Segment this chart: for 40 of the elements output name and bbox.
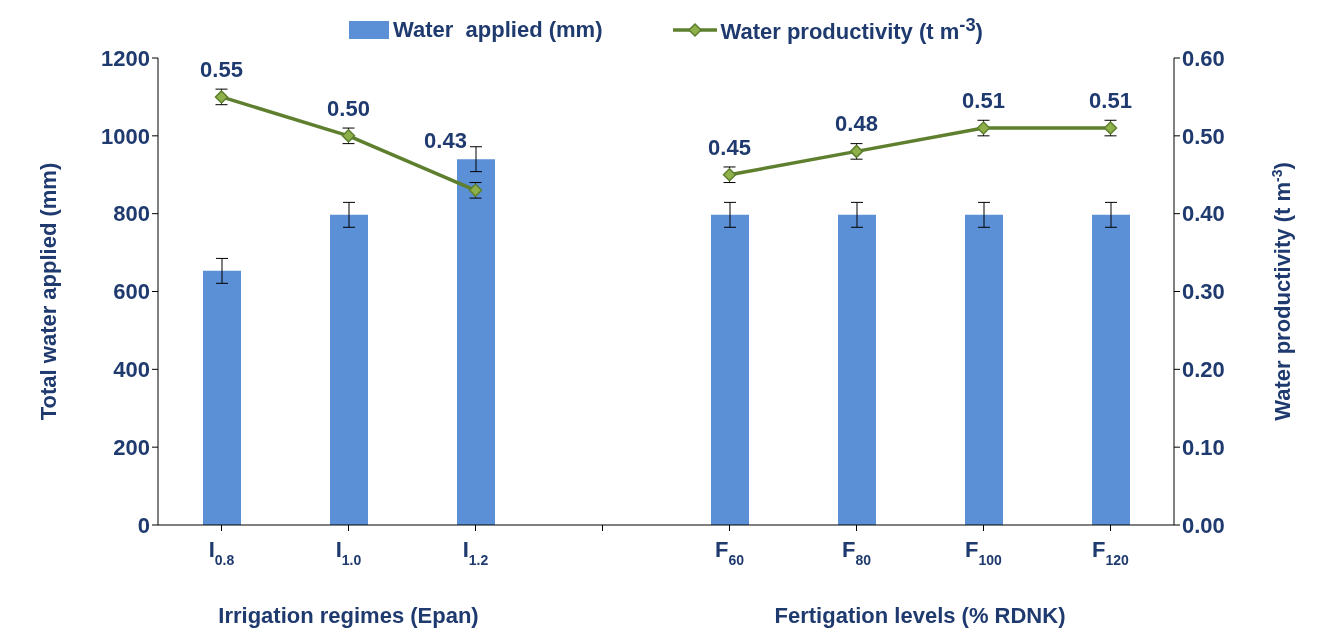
y-tick-label: 1000 — [101, 123, 150, 149]
y2-tick-label: 0.20 — [1182, 357, 1225, 383]
y2-tick-label: 0.50 — [1182, 123, 1225, 149]
x-tick-label: F$_{100}$ — [965, 537, 1003, 568]
bar — [1092, 214, 1130, 525]
x-tick-label: F$_{120}$ — [1092, 537, 1130, 568]
data-label: 0.55 — [200, 56, 243, 82]
bar — [711, 214, 749, 525]
data-label: 0.50 — [327, 95, 370, 121]
y-tick-label: 1200 — [101, 45, 150, 71]
legend-label: Water applied (mm) — [393, 16, 603, 42]
data-label: 0.51 — [1089, 88, 1132, 114]
bar — [330, 214, 368, 525]
y-tick-label: 0 — [137, 512, 150, 538]
legend-label: Water productivity (t m$^{-3}$) — [720, 14, 983, 45]
bar — [457, 159, 495, 525]
y2-tick-label: 0.30 — [1182, 279, 1225, 305]
y-tick-label: 600 — [113, 279, 150, 305]
bar — [203, 270, 241, 525]
bar — [965, 214, 1003, 525]
data-label: 0.43 — [424, 128, 467, 154]
data-label: 0.51 — [962, 88, 1005, 114]
data-label: 0.48 — [835, 111, 878, 137]
x-tick-label: I$_{1.2}$ — [462, 537, 489, 568]
text: Fertigation levels (% RDNK) — [774, 603, 1066, 628]
x-tick-label: F$_{60}$ — [714, 537, 745, 568]
y-tick-label: 400 — [113, 357, 150, 383]
x-tick-label: F$_{80}$ — [841, 537, 872, 568]
y-axis-title: Total water applied (mm) — [35, 162, 61, 421]
data-label: 0.45 — [708, 134, 751, 160]
x-tick-label: I$_{1.0}$ — [335, 537, 362, 568]
text: Irrigation regimes (Epan) — [218, 603, 479, 628]
y2-tick-label: 0.00 — [1182, 512, 1225, 538]
y-tick-label: 200 — [113, 434, 150, 460]
x-tick-label: I$_{0.8}$ — [208, 537, 235, 568]
y2-tick-label: 0.60 — [1182, 45, 1225, 71]
y2-tick-label: 0.40 — [1182, 201, 1225, 227]
y2-tick-label: 0.10 — [1182, 434, 1225, 460]
y-tick-label: 800 — [113, 201, 150, 227]
bar — [838, 214, 876, 525]
